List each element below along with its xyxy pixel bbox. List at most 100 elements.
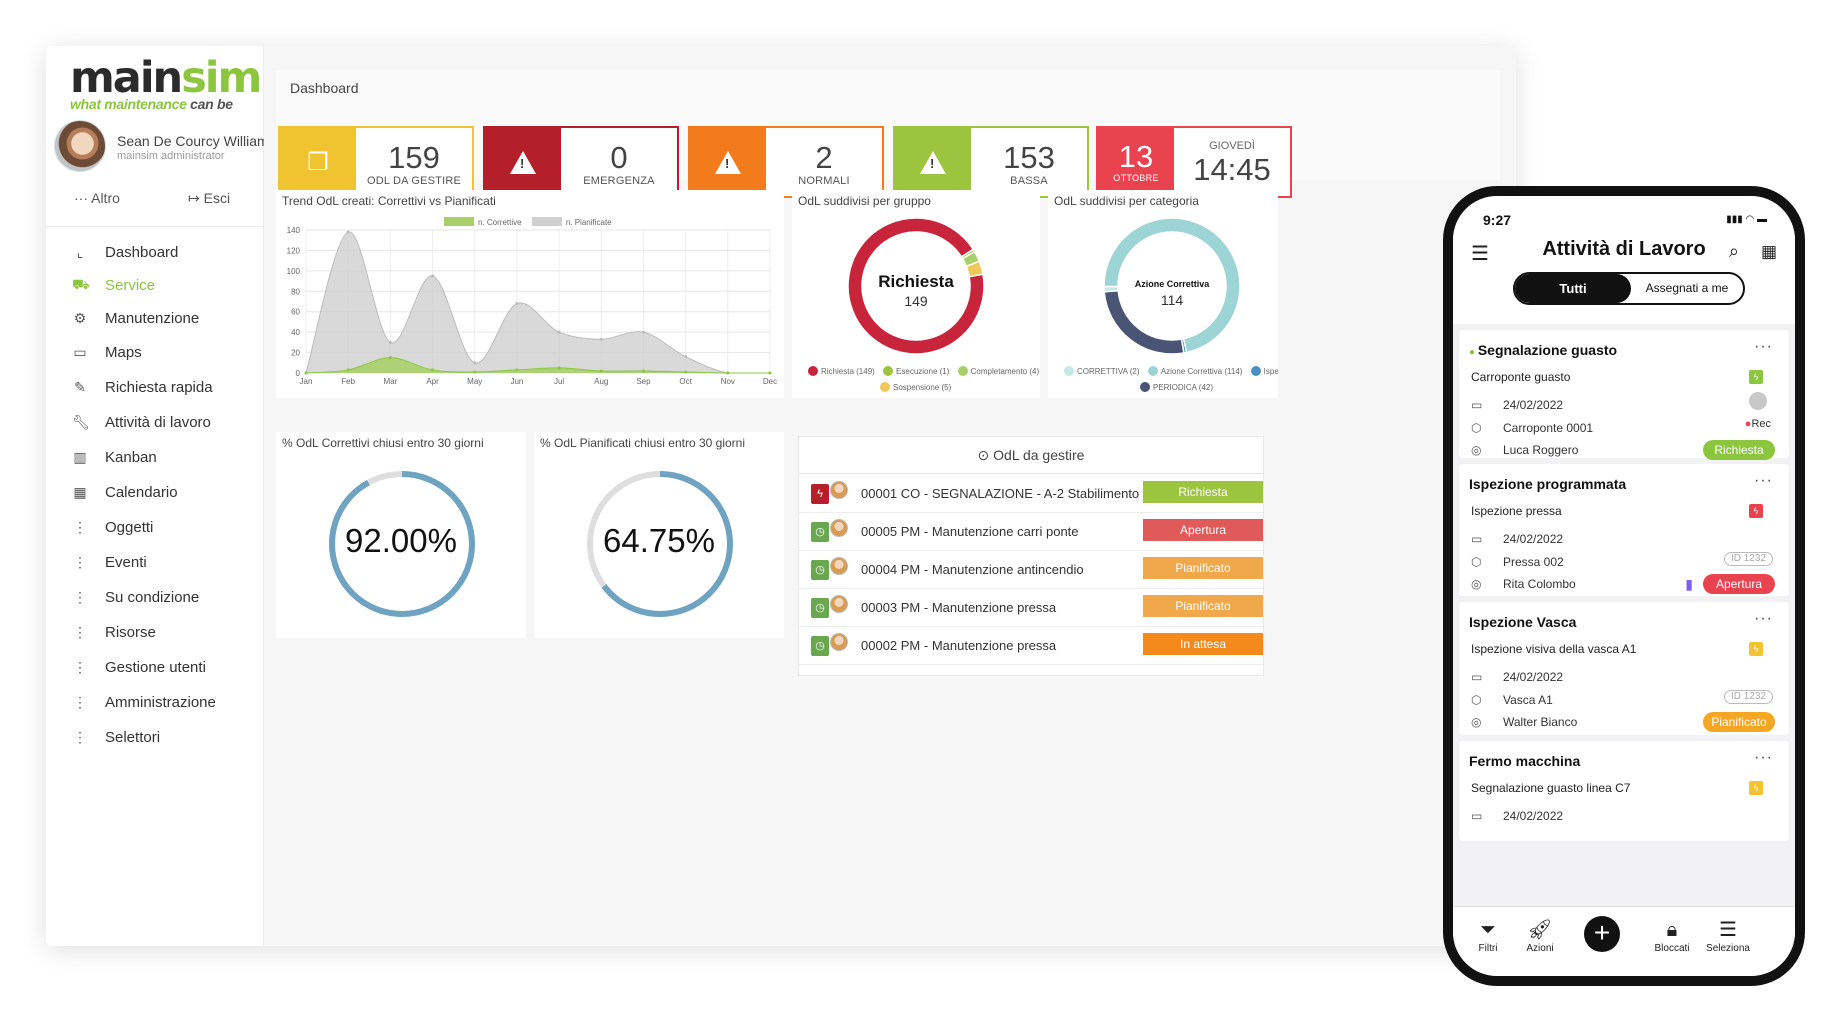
status-badge[interactable]: Pianificato — [1143, 595, 1263, 617]
sidebar-item-service[interactable]: ⛟ Service — [72, 276, 156, 294]
slice-richiesta — [847, 217, 985, 355]
data-point — [599, 337, 603, 341]
table-row[interactable]: ϟ 00001 CO - SEGNALAZIONE - A-2 Stabilim… — [799, 475, 1263, 513]
sidebar-item-manutenzione[interactable]: ⚙ Manutenzione — [73, 310, 200, 327]
tab-assegnati[interactable]: Assegnati a me — [1645, 281, 1729, 295]
cube-icon: ⬡ — [1471, 693, 1482, 707]
work-order-card[interactable]: ● Segnalazione guasto ··· Carroponte gua… — [1459, 330, 1789, 460]
x-tick-label: May — [467, 377, 482, 386]
table-row[interactable]: ◷ 00002 PM - Manutenzione pressa In atte… — [799, 627, 1263, 665]
add-button[interactable]: + — [1584, 916, 1620, 952]
sidebar-item-selettori[interactable]: ⋮ Selettori — [73, 729, 161, 746]
user-role: mainsim administrator — [117, 150, 225, 162]
kpi-bassa[interactable]: 153 BASSA — [893, 126, 1089, 198]
sidebar-item-risorse[interactable]: ⋮ Risorse — [73, 624, 156, 641]
tab-bloccati[interactable]: 🔒︎ Bloccati — [1637, 917, 1707, 954]
priority-flag-icon: ϟ — [1749, 781, 1763, 795]
card-subtitle: Ispezione visiva della vasca A1 — [1471, 642, 1637, 656]
bookmark-icon[interactable]: ▮ — [1685, 576, 1693, 592]
logout-button[interactable]: ↦ Esci — [188, 190, 231, 206]
data-point — [304, 371, 308, 375]
data-point — [473, 370, 477, 374]
user-icon: ◎ — [1471, 443, 1482, 457]
qr-code-icon[interactable]: ▦ — [1760, 242, 1777, 261]
kpi-caption: ODL DA GESTIRE — [366, 175, 462, 187]
search-icon[interactable]: ⌕ — [1728, 241, 1739, 261]
data-point — [684, 355, 688, 359]
more-icon[interactable]: ··· — [1754, 338, 1773, 355]
warning-icon — [920, 150, 946, 174]
row-title: 00001 CO - SEGNALAZIONE - A-2 Stabilimen… — [861, 486, 1162, 501]
table-row[interactable]: ◷ 00004 PM - Manutenzione antincendio Pi… — [799, 551, 1263, 589]
sidebar-item-kanban[interactable]: ▥ Kanban — [73, 449, 157, 466]
sidebar-item-su-condizione[interactable]: ⋮ Su condizione — [73, 589, 200, 606]
gauge-pianificati-title: % OdL Pianificati chiusi entro 30 giorni — [540, 436, 745, 450]
work-order-card[interactable]: Ispezione programmata ··· Ispezione pres… — [1459, 464, 1789, 596]
y-tick-label: 80 — [291, 287, 300, 296]
x-tick-label: Dec — [763, 377, 777, 386]
tab-tutti[interactable]: Tutti — [1515, 274, 1631, 303]
rocket-icon: 🚀︎ — [1527, 919, 1553, 941]
kpi-emergenza[interactable]: 0 EMERGENZA — [483, 126, 679, 198]
more-icon[interactable]: ··· — [1754, 472, 1773, 489]
desktop-app-window: mainsim what maintenance can be Sean De … — [46, 46, 1516, 946]
sidebar-item-attivit-di-lavoro[interactable]: 🔧︎ Attività di lavoro — [72, 414, 211, 431]
kpi-value: 159 — [388, 140, 440, 175]
status-badge[interactable]: In attesa — [1143, 633, 1263, 655]
sidebar-item-maps[interactable]: ▭ Maps — [73, 344, 142, 361]
status-badge[interactable]: Apertura — [1703, 574, 1775, 594]
sidebar-item-calendario[interactable]: ▦ Calendario — [73, 484, 178, 501]
x-tick-label: Jan — [300, 377, 313, 386]
trend-legend: n. Correttive n. Pianificate — [436, 217, 612, 227]
gauge-fill — [587, 471, 733, 617]
x-tick-label: Jun — [510, 377, 523, 386]
phone-screen: 9:27 ▮▮▮ ◠ ▬ ☰ Attività di Lavoro ⌕ ▦ Tu… — [1453, 196, 1795, 976]
kanban-icon: ▥ — [73, 449, 87, 465]
status-badge[interactable]: Richiesta — [1143, 481, 1263, 503]
tab-filtri[interactable]: ⏷ Filtri — [1453, 917, 1523, 954]
work-order-card[interactable]: Ispezione Vasca ··· Ispezione visiva del… — [1459, 602, 1789, 735]
assignee-avatar — [1749, 392, 1767, 410]
altro-button[interactable]: ··· Altro — [74, 190, 120, 206]
hamburger-menu-icon[interactable]: ☰ — [1471, 243, 1489, 265]
user-name: Sean De Courcy William — [117, 133, 264, 149]
magic-wand-icon: ✎ — [74, 379, 86, 395]
sidebar-item-eventi[interactable]: ⋮ Eventi — [73, 554, 147, 571]
table-row[interactable]: ◷ 00003 PM - Manutenzione pressa Pianifi… — [799, 589, 1263, 627]
more-icon[interactable]: ··· — [1754, 749, 1773, 766]
status-badge[interactable]: Pianificato — [1703, 712, 1775, 732]
kpi-odl-da-gestire[interactable]: ❐ 159 ODL DA GESTIRE — [278, 126, 474, 198]
sidebar-item-oggetti[interactable]: ⋮ Oggetti — [73, 519, 154, 536]
status-badge[interactable]: Richiesta — [1703, 440, 1775, 460]
status-badge[interactable]: Apertura — [1143, 519, 1263, 541]
user-icon: ◎ — [1471, 577, 1482, 591]
card-date: ▭ 24/02/2022 — [1471, 670, 1564, 684]
logout-icon: ↦ — [188, 190, 204, 206]
sidebar-item-dashboard[interactable]: ⌞ Dashboard — [46, 236, 264, 269]
data-point — [346, 230, 350, 234]
x-tick-label: Aug — [594, 377, 608, 386]
row-title: 00002 PM - Manutenzione pressa — [861, 638, 1057, 653]
row-title: 00004 PM - Manutenzione antincendio — [861, 562, 1084, 577]
card-subtitle: Carroponte guasto — [1471, 370, 1571, 384]
card-subtitle: Ispezione pressa — [1471, 504, 1562, 518]
priority-flag-icon: ϟ — [1749, 370, 1763, 384]
phone-frame: 9:27 ▮▮▮ ◠ ▬ ☰ Attività di Lavoro ⌕ ▦ Tu… — [1443, 186, 1805, 986]
user-profile[interactable]: Sean De Courcy William mainsim administr… — [54, 120, 264, 176]
kpi-value: 0 — [610, 140, 628, 175]
logo: mainsim what maintenance can be — [70, 53, 262, 112]
kpi-value: 2 — [815, 140, 833, 175]
more-icon[interactable]: ··· — [1754, 610, 1773, 627]
tab-azioni[interactable]: 🚀︎ Azioni — [1505, 917, 1575, 954]
card-title: ● Segnalazione guasto — [1469, 342, 1618, 358]
kpi-normali[interactable]: 2 NORMALI — [688, 126, 884, 198]
table-row[interactable]: ◷ 00005 PM - Manutenzione carri ponte Ap… — [799, 513, 1263, 551]
work-order-card[interactable]: Fermo macchina ··· Segnalazione guasto l… — [1459, 741, 1789, 841]
status-badge[interactable]: Pianificato — [1143, 557, 1263, 579]
sidebar-item-richiesta-rapida[interactable]: ✎ Richiesta rapida — [46, 370, 264, 405]
gauge-pianificati-card: % OdL Pianificati chiusi entro 30 giorni… — [534, 432, 784, 638]
sidebar-item-amministrazione[interactable]: ⋮ Amministrazione — [73, 694, 216, 711]
sidebar-item-gestione-utenti[interactable]: ⋮ Gestione utenti — [73, 659, 206, 676]
tab-seleziona[interactable]: ☰ Seleziona — [1693, 917, 1763, 954]
phone-title: Attività di Lavoro — [1542, 238, 1706, 260]
